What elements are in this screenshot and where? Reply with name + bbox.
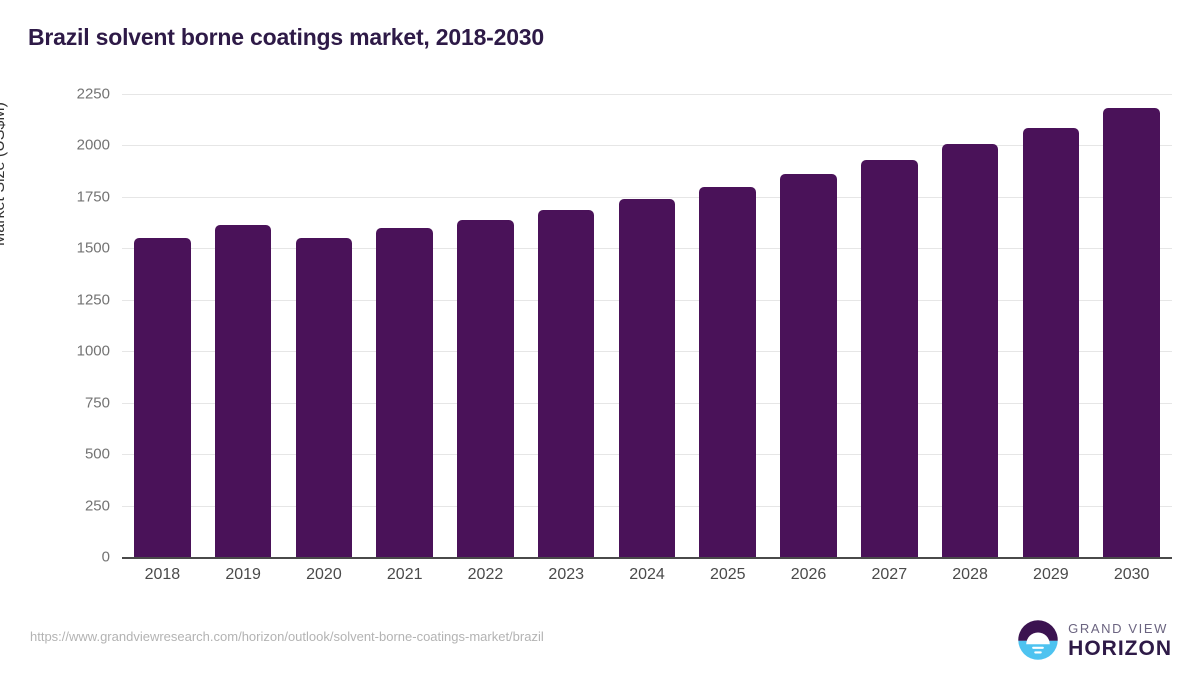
bar-slot <box>849 94 930 557</box>
bar-2027[interactable] <box>861 159 918 557</box>
brand-logo-bottom-text: HORIZON <box>1068 636 1172 660</box>
bar-2024[interactable] <box>618 198 676 557</box>
bar-2023[interactable] <box>537 210 595 557</box>
x-tick-label: 2022 <box>467 566 504 583</box>
bar-2029[interactable] <box>1022 127 1080 557</box>
gridline <box>122 145 1172 147</box>
bar-2018[interactable] <box>134 238 191 557</box>
x-tick-label: 2019 <box>225 566 261 583</box>
brand-logo: GRAND VIEW HORIZON <box>1017 617 1172 663</box>
y-tick-label: 1750 <box>76 188 110 206</box>
y-tick-label: 750 <box>84 394 110 412</box>
x-tick-label: 2024 <box>629 566 665 583</box>
source-url[interactable]: https://www.grandviewresearch.com/horizo… <box>30 629 544 644</box>
bar-slot <box>203 94 284 557</box>
bar-slot <box>930 94 1011 557</box>
bar-2021[interactable] <box>376 227 433 557</box>
bar-slot <box>122 94 203 557</box>
y-tick-label: 1250 <box>76 291 110 309</box>
x-tick-label: 2018 <box>144 566 181 583</box>
y-tick-label: 0 <box>101 548 110 566</box>
y-tick-label: 500 <box>84 445 110 463</box>
bar-2025[interactable] <box>699 186 757 557</box>
bar-2022[interactable] <box>457 219 514 557</box>
gridline <box>122 196 1172 198</box>
bar-slot <box>1010 94 1091 557</box>
page-title: Brazil solvent borne coatings market, 20… <box>28 24 544 50</box>
x-tick-label: 2030 <box>1113 566 1150 583</box>
x-tick-label: 2026 <box>790 566 827 583</box>
x-tick-label: 2029 <box>1033 566 1069 583</box>
x-tick-label: 2025 <box>709 566 746 583</box>
bar-2026[interactable] <box>780 174 837 557</box>
bar-2019[interactable] <box>214 224 272 557</box>
bar-2030[interactable] <box>1103 108 1160 557</box>
y-tick-label: 250 <box>84 497 110 515</box>
bar-slot <box>364 94 445 557</box>
bar-slot <box>687 94 768 557</box>
y-tick-label: 2000 <box>76 136 110 154</box>
y-tick-label: 1500 <box>76 239 110 257</box>
x-tick-label: 2020 <box>306 566 342 583</box>
brand-logo-top-text: GRAND VIEW <box>1068 620 1168 636</box>
x-tick-label: 2021 <box>386 566 423 583</box>
y-tick-label: 1000 <box>76 342 110 360</box>
bar-2028[interactable] <box>941 144 999 557</box>
bar-slot <box>1091 94 1172 557</box>
gridline <box>122 94 1172 95</box>
x-tick-label: 2028 <box>952 566 988 583</box>
bar-slot <box>284 94 365 557</box>
x-tick-label: 2027 <box>871 566 908 583</box>
x-tick-label: 2023 <box>548 566 585 583</box>
bar-slot <box>526 94 607 557</box>
grand-view-horizon-globe-icon <box>1018 620 1058 660</box>
y-axis-label: Market Size (US$M) <box>0 101 8 247</box>
bar-series <box>122 94 1172 557</box>
bar-slot <box>768 94 849 557</box>
x-axis-line <box>122 557 1172 559</box>
bar-2020[interactable] <box>295 238 353 557</box>
brand-logo-text: GRAND VIEW HORIZON <box>1068 622 1172 659</box>
bar-slot <box>607 94 688 557</box>
y-tick-label: 2250 <box>76 85 110 103</box>
bar-slot <box>445 94 526 557</box>
